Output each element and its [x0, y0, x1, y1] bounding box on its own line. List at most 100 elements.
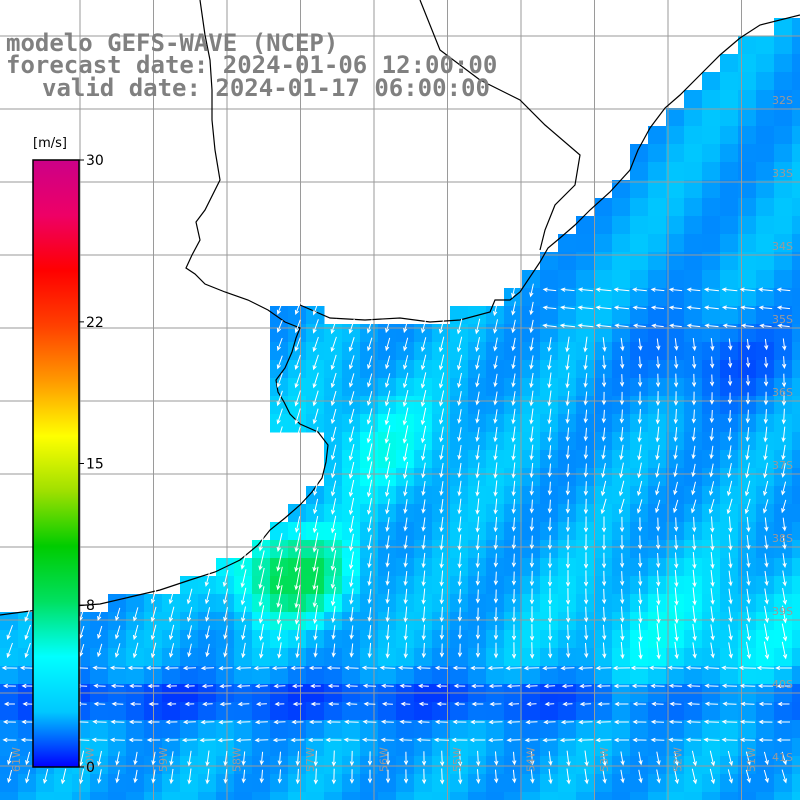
wind-arrow: [487, 665, 504, 671]
wind-arrow: [674, 338, 679, 351]
wind-arrow: [416, 737, 431, 743]
wind-cell: [252, 792, 271, 800]
wind-arrow: [613, 737, 629, 743]
wind-cell: [576, 504, 595, 523]
colorbar-tick-label: 15: [86, 457, 104, 473]
wind-cell: [756, 792, 775, 800]
colorbar-tick-label: 30: [86, 153, 104, 169]
wind-arrow: [115, 625, 121, 640]
wind-arrow: [469, 737, 486, 743]
wind-arrow: [312, 408, 319, 425]
wind-cell: [756, 738, 775, 757]
wind-arrow: [476, 769, 481, 784]
wind-arrow: [276, 604, 283, 625]
wind-arrow: [782, 570, 787, 587]
wind-arrow: [363, 701, 376, 707]
wind-cell: [684, 540, 703, 559]
wind-cell: [324, 432, 343, 451]
wind-arrow: [578, 665, 593, 671]
wind-cell: [126, 720, 145, 739]
wind-cell: [468, 648, 487, 667]
wind-cell: [486, 594, 505, 613]
wind-cell: [108, 594, 127, 613]
wind-cell: [90, 738, 109, 757]
wind-arrow: [775, 665, 792, 671]
wind-cell: [792, 648, 800, 667]
wind-cell: [702, 540, 721, 559]
wind-cell: [684, 774, 703, 793]
wind-arrow: [511, 589, 517, 605]
wind-cell: [558, 486, 577, 505]
wind-arrow: [384, 407, 391, 426]
wind-arrow: [277, 623, 282, 642]
wind-cell: [396, 720, 415, 739]
wind-cell: [468, 432, 487, 451]
wind-cell: [792, 666, 800, 685]
wind-cell: [18, 738, 37, 757]
wind-arrow: [655, 408, 660, 425]
wind-cell: [504, 360, 523, 379]
wind-cell: [630, 756, 649, 775]
wind-arrow: [133, 751, 138, 766]
wind-cell: [666, 144, 685, 163]
wind-arrow: [728, 338, 733, 351]
wind-cell: [648, 306, 667, 325]
wind-arrow: [313, 643, 318, 658]
wind-cell: [378, 360, 397, 379]
wind-arrow: [548, 751, 553, 766]
wind-arrow: [637, 356, 643, 369]
colorbar-tick-label: 0: [86, 760, 95, 776]
wind-cell: [702, 450, 721, 469]
wind-arrow: [727, 410, 733, 424]
wind-cell: [216, 792, 235, 800]
wind-cell: [774, 360, 793, 379]
wind-arrow: [475, 552, 480, 569]
wind-cell: [504, 594, 523, 613]
wind-arrow: [25, 769, 31, 784]
wind-cell: [90, 666, 109, 685]
wind-arrow: [471, 683, 484, 689]
wind-arrow: [562, 701, 573, 707]
wind-cell: [648, 234, 667, 253]
wind-cell: [666, 738, 685, 757]
wind-cell: [486, 612, 505, 631]
wind-arrow: [111, 701, 124, 707]
wind-arrow: [620, 588, 625, 605]
wind-cell: [594, 324, 613, 343]
wind-cell: [414, 342, 433, 361]
wind-arrow: [782, 605, 788, 624]
wind-arrow: [583, 427, 588, 442]
wind-arrow: [493, 571, 499, 586]
coastline-segment: [419, 0, 581, 251]
wind-arrow: [488, 719, 503, 725]
wind-cell: [216, 594, 235, 613]
wind-arrow: [529, 588, 535, 605]
wind-arrow: [439, 606, 444, 623]
wind-arrow: [721, 305, 738, 310]
wind-arrow: [330, 586, 336, 607]
wind-arrow: [439, 750, 445, 767]
wind-arrow: [745, 462, 750, 479]
wind-arrow: [366, 319, 373, 334]
wind-arrow: [691, 373, 697, 388]
wind-cell: [594, 666, 613, 685]
wind-arrow: [493, 589, 499, 604]
wind-cell: [648, 774, 667, 793]
wind-cell: [738, 576, 757, 595]
wind-arrow: [703, 719, 720, 725]
wind-cell: [630, 738, 649, 757]
wind-cell: [612, 702, 631, 721]
wind-arrow: [686, 287, 701, 292]
wind-cell: [396, 792, 415, 800]
wind-cell: [666, 198, 685, 217]
wind-arrow: [655, 373, 661, 388]
wind-arrow: [217, 737, 234, 743]
wind-cell: [270, 756, 289, 775]
wind-arrow: [692, 337, 697, 352]
wind-arrow: [511, 624, 517, 641]
wind-arrow: [542, 737, 557, 743]
wind-arrow: [326, 665, 341, 671]
wind-cell: [774, 144, 793, 163]
wind-arrow: [253, 665, 270, 671]
wind-cell: [540, 324, 559, 343]
